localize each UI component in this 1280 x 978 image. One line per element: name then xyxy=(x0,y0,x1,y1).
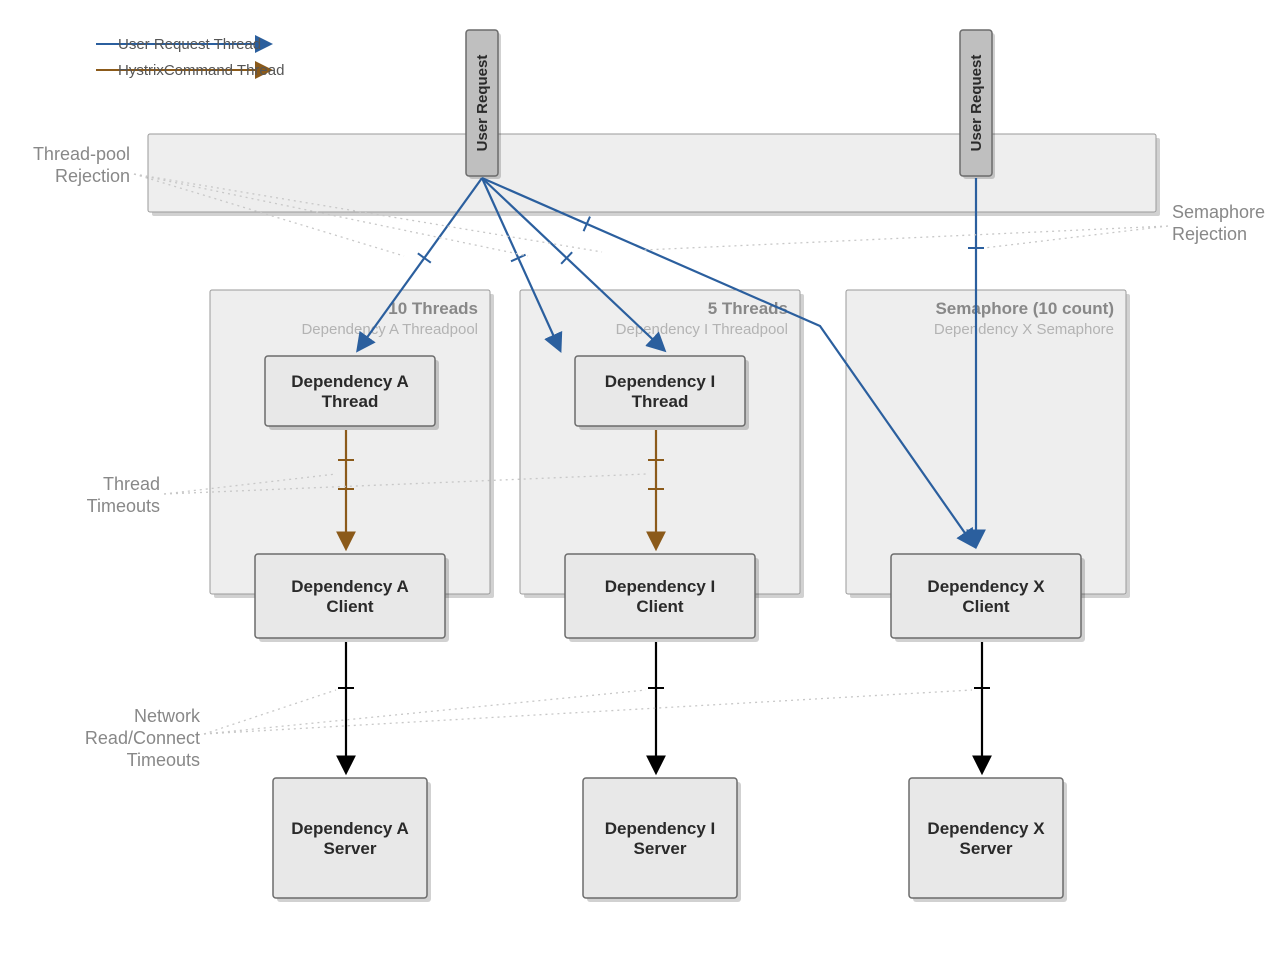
pool-subtitle: Dependency X Semaphore xyxy=(934,321,1114,338)
pool-box: 10 Threads Dependency A Threadpool xyxy=(210,290,494,598)
svg-text:Dependency I: Dependency I xyxy=(605,819,716,838)
svg-text:Thread: Thread xyxy=(322,392,379,411)
svg-text:Dependency A: Dependency A xyxy=(291,819,408,838)
svg-text:Dependency A: Dependency A xyxy=(291,577,408,596)
svg-text:Server: Server xyxy=(324,839,377,858)
thread-box: Dependency AThread xyxy=(265,356,439,430)
server-box: Dependency IServer xyxy=(583,778,741,902)
svg-text:Server: Server xyxy=(634,839,687,858)
pool-title: 10 Threads xyxy=(388,299,478,318)
annot-thread-timeouts: ThreadTimeouts xyxy=(87,474,160,516)
server-box: Dependency AServer xyxy=(273,778,431,902)
svg-text:Network: Network xyxy=(134,706,201,726)
svg-text:Client: Client xyxy=(962,597,1010,616)
client-box: Dependency IClient xyxy=(565,554,759,642)
pool-title: 5 Threads xyxy=(708,299,788,318)
svg-text:Server: Server xyxy=(960,839,1013,858)
svg-text:Read/Connect: Read/Connect xyxy=(85,728,200,748)
svg-text:Dependency X: Dependency X xyxy=(927,819,1045,838)
svg-text:Dependency A: Dependency A xyxy=(291,372,408,391)
svg-text:Dependency X: Dependency X xyxy=(927,577,1045,596)
annot-network-timeouts: NetworkRead/ConnectTimeouts xyxy=(85,706,201,770)
user-request-label: User Request xyxy=(474,55,491,152)
user-request-box: User Request xyxy=(960,30,995,179)
svg-text:Dependency I: Dependency I xyxy=(605,372,716,391)
request-bar xyxy=(148,134,1160,216)
svg-text:Rejection: Rejection xyxy=(55,166,130,186)
svg-text:Client: Client xyxy=(636,597,684,616)
client-box: Dependency AClient xyxy=(255,554,449,642)
user-request-label: User Request xyxy=(968,55,985,152)
legend: User Request Thread HystrixCommand Threa… xyxy=(96,36,284,79)
thread-box: Dependency IThread xyxy=(575,356,749,430)
annot-semaphore-rejection: SemaphoreRejection xyxy=(1172,202,1265,244)
diagram-canvas: User Request Thread HystrixCommand Threa… xyxy=(0,0,1280,978)
pool-box: 5 ThreadsDependency I Threadpool xyxy=(520,290,804,598)
annot-threadpool-rejection: Thread-poolRejection xyxy=(33,144,130,186)
svg-text:Client: Client xyxy=(326,597,374,616)
svg-text:Rejection: Rejection xyxy=(1172,224,1247,244)
svg-text:Timeouts: Timeouts xyxy=(87,496,160,516)
legend-user-request: User Request Thread xyxy=(118,36,261,53)
legend-hystrix: HystrixCommand Thread xyxy=(118,62,284,79)
svg-text:Dependency I: Dependency I xyxy=(605,577,716,596)
pool-subtitle: Dependency A Threadpool xyxy=(301,321,478,338)
pool-box: Semaphore (10 count) Dependency X Semapho… xyxy=(846,290,1130,598)
pool-title: Semaphore (10 count) xyxy=(935,299,1114,318)
svg-text:Thread: Thread xyxy=(103,474,160,494)
svg-text:Timeouts: Timeouts xyxy=(127,750,200,770)
user-request-box: User Request xyxy=(466,30,501,179)
svg-text:Thread-pool: Thread-pool xyxy=(33,144,130,164)
svg-text:Semaphore: Semaphore xyxy=(1172,202,1265,222)
svg-text:Thread: Thread xyxy=(632,392,689,411)
server-box: Dependency XServer xyxy=(909,778,1067,902)
client-box: Dependency XClient xyxy=(891,554,1085,642)
